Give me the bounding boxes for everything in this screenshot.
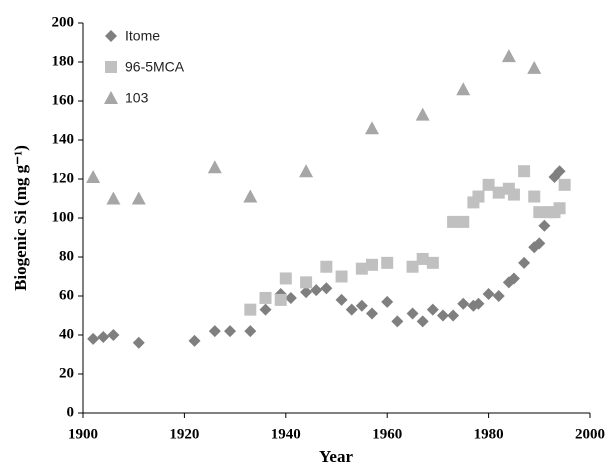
point xyxy=(243,189,258,203)
point xyxy=(345,303,358,316)
point xyxy=(310,284,323,297)
point xyxy=(533,237,546,250)
point xyxy=(259,303,272,316)
x-tick-label: 1960 xyxy=(372,426,402,442)
point xyxy=(406,307,419,320)
point xyxy=(355,262,368,275)
point xyxy=(527,60,542,74)
point xyxy=(381,295,394,308)
point xyxy=(426,303,439,316)
x-axis-label: Year xyxy=(319,447,353,466)
point xyxy=(86,170,101,184)
point xyxy=(447,309,460,322)
x-tick-label: 1900 xyxy=(68,426,98,442)
point xyxy=(279,272,292,285)
point xyxy=(106,191,121,205)
point xyxy=(107,329,120,341)
x-tick-label: 1920 xyxy=(169,426,199,442)
y-tick-label: 160 xyxy=(52,92,75,108)
point xyxy=(87,332,100,345)
point xyxy=(364,121,379,135)
point xyxy=(538,219,551,232)
point xyxy=(207,160,222,174)
point xyxy=(558,178,571,191)
y-axis-label: Biogenic Si (mg g⁻¹) xyxy=(11,145,30,291)
point xyxy=(482,288,495,301)
point xyxy=(335,293,348,306)
y-tick-label: 20 xyxy=(59,365,74,381)
point xyxy=(492,290,505,302)
point xyxy=(472,297,485,310)
y-tick-label: 180 xyxy=(52,53,75,69)
point xyxy=(132,336,145,349)
point xyxy=(447,215,460,228)
point xyxy=(415,107,430,121)
point xyxy=(274,293,287,306)
point xyxy=(533,206,546,219)
y-tick-label: 60 xyxy=(59,287,74,303)
point xyxy=(456,82,471,96)
point xyxy=(208,325,221,338)
y-tick-label: 0 xyxy=(67,404,75,420)
x-tick-label: 1980 xyxy=(474,426,504,442)
point xyxy=(406,260,419,273)
y-tick-label: 40 xyxy=(59,326,74,342)
point xyxy=(472,190,485,203)
point xyxy=(335,270,348,283)
point xyxy=(492,186,505,199)
y-tick-label: 200 xyxy=(52,14,75,30)
point xyxy=(528,190,541,203)
point xyxy=(416,252,429,265)
point xyxy=(244,303,257,316)
point xyxy=(391,315,404,328)
point xyxy=(365,258,378,271)
point xyxy=(284,291,297,304)
point xyxy=(457,215,470,228)
point xyxy=(507,188,520,201)
point xyxy=(553,165,566,178)
legend-label: 103 xyxy=(125,90,149,106)
point xyxy=(436,309,449,322)
point xyxy=(457,297,470,310)
point xyxy=(501,49,516,63)
point xyxy=(507,272,520,285)
point xyxy=(553,202,566,215)
x-tick-label: 2000 xyxy=(575,426,605,442)
legend-marker xyxy=(104,91,118,104)
point xyxy=(299,164,314,178)
point xyxy=(355,299,368,312)
point xyxy=(188,334,201,347)
legend-marker xyxy=(105,61,117,73)
point xyxy=(224,325,237,338)
point xyxy=(482,178,495,191)
point xyxy=(320,282,333,295)
y-tick-label: 100 xyxy=(52,209,75,225)
point xyxy=(320,260,333,273)
point xyxy=(381,256,394,269)
y-tick-label: 120 xyxy=(52,170,75,186)
x-tick-label: 1940 xyxy=(271,426,301,442)
point xyxy=(259,291,272,304)
point xyxy=(416,315,429,328)
y-tick-label: 80 xyxy=(59,248,74,264)
point xyxy=(518,256,531,269)
legend-marker xyxy=(105,30,117,42)
y-tick-label: 140 xyxy=(52,131,75,147)
point xyxy=(300,286,313,299)
point xyxy=(244,325,257,338)
legend-label: 96-5MCA xyxy=(125,59,185,75)
point xyxy=(131,191,146,205)
point xyxy=(300,276,313,289)
point xyxy=(97,330,110,343)
legend-label: Itome xyxy=(125,28,160,44)
point xyxy=(426,256,439,269)
point xyxy=(518,165,531,178)
point xyxy=(365,307,378,320)
